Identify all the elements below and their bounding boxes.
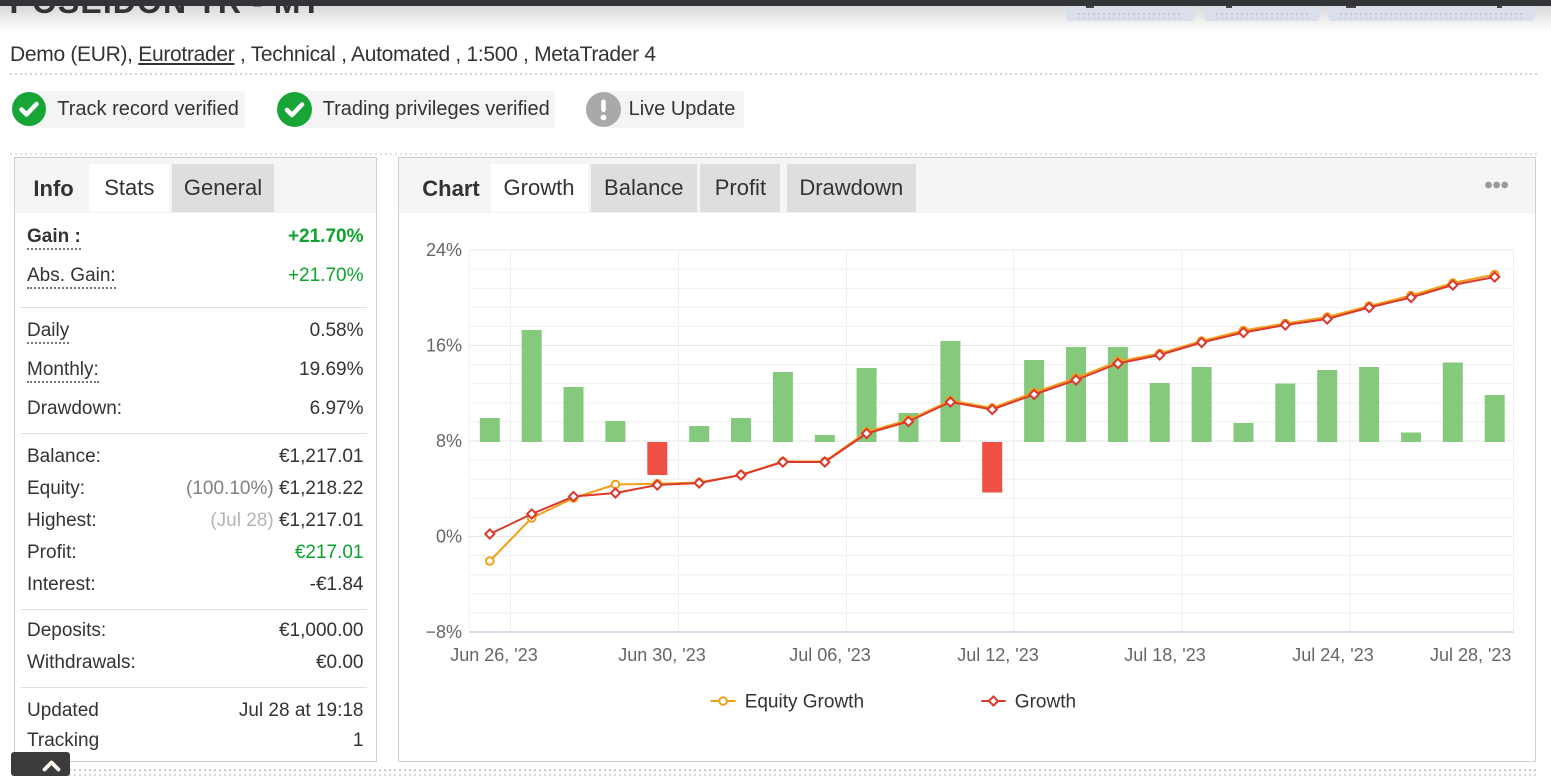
svg-text:Jul 12, '23: Jul 12, '23 [957,645,1039,665]
svg-text:Jul 06, '23: Jul 06, '23 [789,645,871,665]
svg-text:−8%: −8% [425,622,462,642]
svg-text:Growth: Growth [1015,692,1076,713]
svg-text:Jun 30, '23: Jun 30, '23 [618,645,706,665]
svg-text:Jul 24, '23: Jul 24, '23 [1292,645,1374,665]
svg-text:8%: 8% [436,431,462,451]
svg-text:16%: 16% [426,336,462,356]
svg-text:Jul 18, '23: Jul 18, '23 [1124,645,1206,665]
svg-text:Jun 26, '23: Jun 26, '23 [450,645,538,665]
svg-text:24%: 24% [426,240,462,260]
svg-text:0%: 0% [436,527,462,547]
svg-text:Jul 28, '23: Jul 28, '23 [1430,645,1512,665]
svg-text:Equity Growth: Equity Growth [745,692,864,713]
